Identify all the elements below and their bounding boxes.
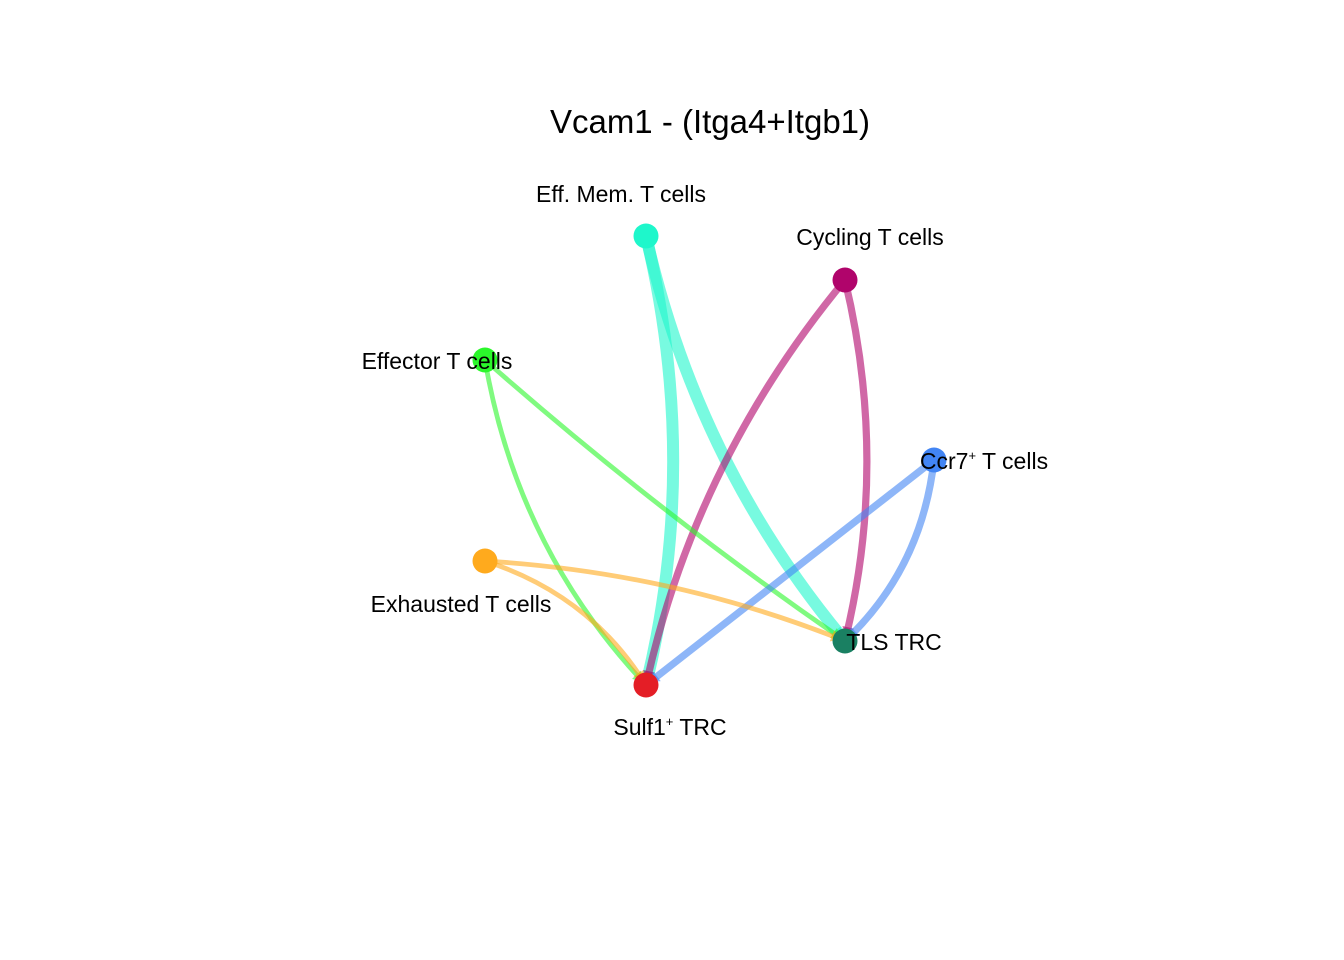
node-effector bbox=[472, 347, 498, 373]
node-label-superscript: + bbox=[968, 448, 976, 463]
nodes-layer bbox=[472, 223, 947, 698]
node-ccr7 bbox=[921, 447, 947, 473]
node-label-superscript: + bbox=[666, 714, 674, 729]
node-sulf1_trc bbox=[633, 672, 659, 698]
diagram-title: Vcam1 - (Itga4+Itgb1) bbox=[550, 103, 870, 140]
node-label-ccr7: Ccr7+ T cells bbox=[920, 448, 1048, 474]
edge-cycling-to-sulf1_trc bbox=[643, 277, 848, 682]
node-exhausted bbox=[472, 548, 498, 574]
node-tls_trc bbox=[832, 628, 858, 654]
edge-cycling-to-tls_trc bbox=[841, 279, 871, 638]
edge-exhausted-to-sulf1_trc bbox=[484, 558, 646, 683]
edge-effector-to-tls_trc bbox=[483, 358, 844, 641]
edge-exhausted-to-tls_trc bbox=[484, 558, 843, 642]
node-label-cycling: Cycling T cells bbox=[796, 224, 943, 250]
node-label-tls_trc: TLS TRC bbox=[846, 629, 941, 655]
node-label-sulf1_trc: Sulf1+ TRC bbox=[613, 714, 726, 740]
node-label-effector: Effector T cells bbox=[362, 348, 513, 374]
edges-layer bbox=[482, 234, 938, 686]
labels-layer: Eff. Mem. T cells Cycling T cells Effector… bbox=[362, 181, 1049, 740]
node-label-main: Sulf1 bbox=[613, 714, 665, 740]
edge-ccr7-to-tls_trc bbox=[845, 459, 938, 641]
node-eff_mem bbox=[633, 223, 659, 249]
edge-eff_mem-to-tls_trc bbox=[640, 234, 848, 642]
node-label-eff_mem: Eff. Mem. T cells bbox=[536, 181, 706, 207]
node-cycling bbox=[832, 267, 858, 293]
node-label-rest: TRC bbox=[673, 714, 726, 740]
node-label-exhausted: Exhausted T cells bbox=[371, 591, 552, 617]
edge-ccr7-to-sulf1_trc bbox=[646, 457, 937, 686]
node-label-main: Ccr7 bbox=[920, 448, 969, 474]
node-label-rest: T cells bbox=[976, 448, 1048, 474]
edge-effector-to-sulf1_trc bbox=[482, 359, 646, 684]
